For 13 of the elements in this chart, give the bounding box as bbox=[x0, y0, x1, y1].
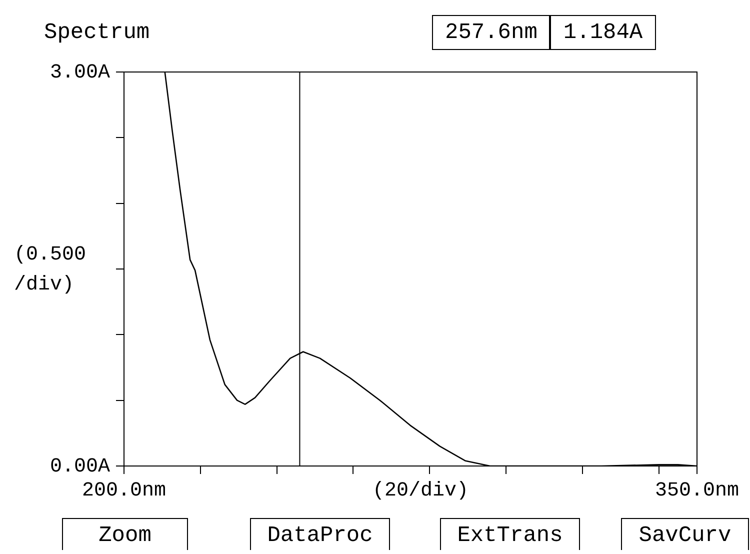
y-axis-title: (0.500 /div) bbox=[14, 243, 86, 296]
text: SavCurv bbox=[621, 518, 749, 550]
x-axis-title: (20/div) bbox=[372, 479, 469, 502]
text: ExtTrans bbox=[440, 518, 580, 550]
text: DataProc bbox=[250, 518, 390, 550]
chart-title: Spectrum bbox=[44, 20, 150, 45]
y-tick-label: 0.00A bbox=[50, 455, 110, 478]
y-tick-label: 3.00A bbox=[50, 61, 110, 84]
x-tick-label: 350.0nm bbox=[654, 479, 740, 502]
text: 257.6nm bbox=[432, 15, 550, 50]
text: 1.184A bbox=[550, 15, 656, 50]
x-tick-label: 200.0nm bbox=[82, 479, 166, 502]
text: Zoom bbox=[62, 518, 188, 550]
